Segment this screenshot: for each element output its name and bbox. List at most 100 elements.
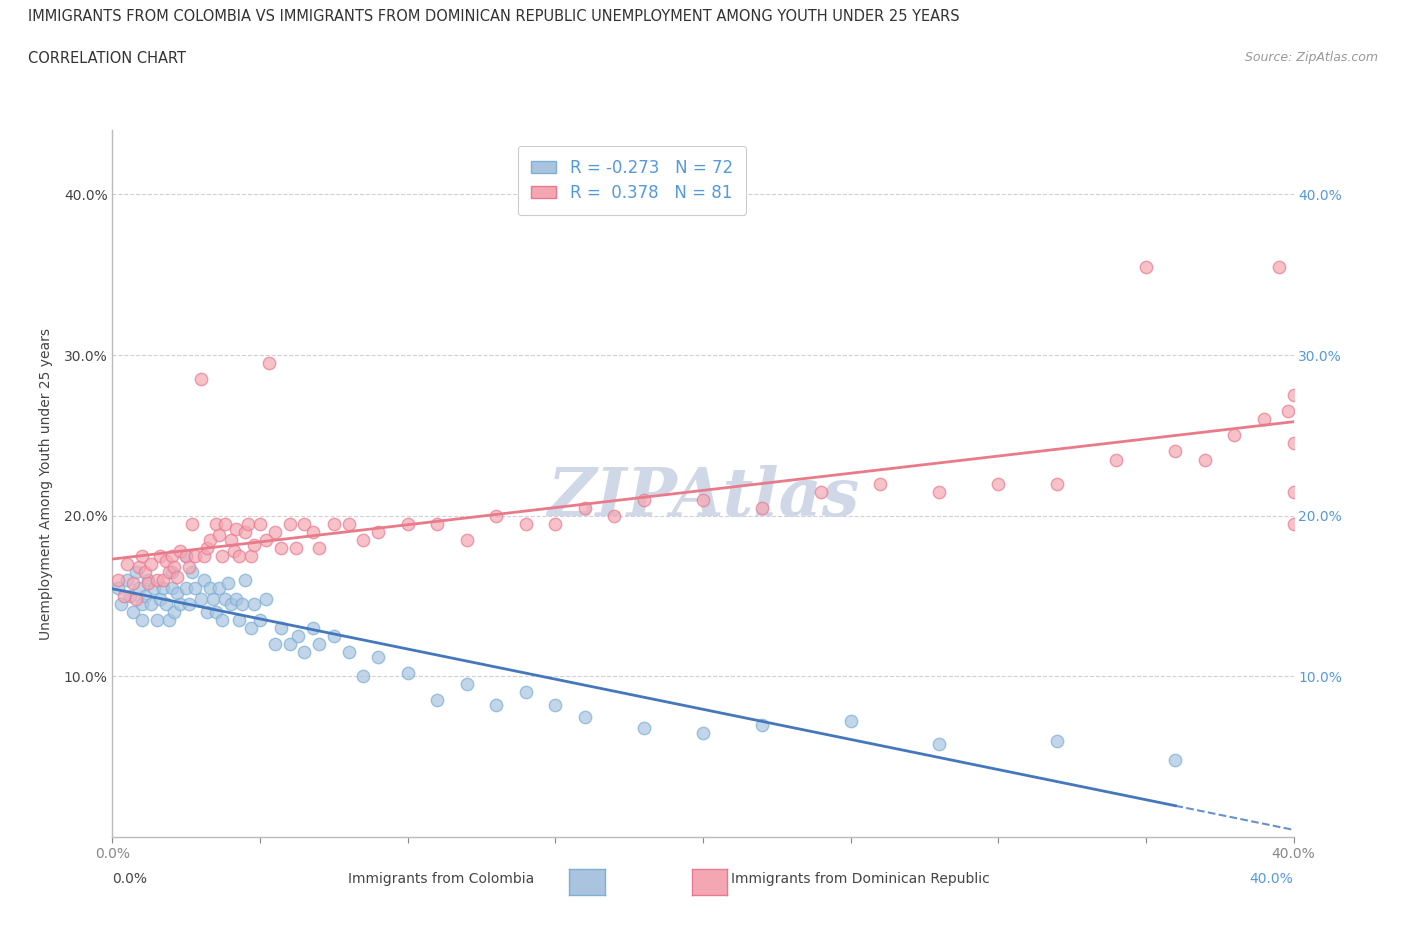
Point	[174, 549, 197, 564]
Point	[146, 573, 169, 588]
Point	[249, 613, 271, 628]
Point	[278, 637, 301, 652]
Text: IMMIGRANTS FROM COLOMBIA VS IMMIGRANTS FROM DOMINICAN REPUBLIC UNEMPLOYMENT AMON: IMMIGRANTS FROM COLOMBIA VS IMMIGRANTS F…	[28, 9, 960, 24]
Point	[1046, 476, 1069, 491]
Point	[163, 560, 186, 575]
Point	[633, 721, 655, 736]
Point	[217, 576, 239, 591]
Point	[987, 476, 1010, 491]
Y-axis label: Unemployment Among Youth under 25 years: Unemployment Among Youth under 25 years	[38, 327, 52, 640]
Point	[134, 565, 156, 579]
Point	[1282, 516, 1305, 531]
Point	[205, 604, 228, 619]
Point	[136, 576, 159, 591]
Point	[302, 620, 325, 635]
Point	[120, 589, 142, 604]
Point	[292, 644, 315, 659]
Point	[195, 540, 218, 555]
Point	[181, 516, 204, 531]
Point	[337, 516, 360, 531]
Point	[257, 355, 280, 370]
Point	[128, 560, 150, 575]
Point	[134, 589, 156, 604]
Point	[1164, 444, 1187, 458]
Point	[633, 492, 655, 507]
Point	[810, 485, 832, 499]
Point	[1105, 452, 1128, 467]
Point	[264, 637, 287, 652]
Point	[198, 532, 221, 547]
Point	[125, 591, 148, 606]
Point	[544, 516, 567, 531]
Point	[1194, 452, 1216, 467]
Point	[396, 516, 419, 531]
Point	[323, 516, 346, 531]
Point	[201, 591, 224, 606]
Point	[308, 540, 330, 555]
Point	[233, 525, 256, 539]
Point	[928, 485, 950, 499]
Point	[131, 613, 153, 628]
Point	[214, 591, 236, 606]
Point	[515, 516, 537, 531]
Point	[254, 532, 277, 547]
Point	[160, 549, 183, 564]
Point	[136, 573, 159, 588]
Point	[122, 604, 145, 619]
Point	[128, 580, 150, 595]
Point	[131, 597, 153, 612]
Point	[214, 516, 236, 531]
Point	[352, 669, 374, 684]
Point	[292, 516, 315, 531]
Point	[219, 532, 242, 547]
Point	[181, 565, 204, 579]
Point	[190, 372, 212, 387]
Point	[396, 666, 419, 681]
Point	[574, 709, 596, 724]
Point	[184, 549, 207, 564]
Point	[485, 698, 508, 712]
Point	[270, 540, 292, 555]
Point	[1164, 752, 1187, 767]
Point	[1277, 404, 1299, 418]
Point	[1135, 259, 1157, 274]
Legend: R = -0.273   N = 72, R =  0.378   N = 81: R = -0.273 N = 72, R = 0.378 N = 81	[517, 146, 747, 215]
Point	[278, 516, 301, 531]
Point	[198, 580, 221, 595]
Point	[240, 620, 263, 635]
Point	[222, 544, 245, 559]
Point	[603, 509, 626, 524]
Point	[131, 549, 153, 564]
Point	[155, 597, 177, 612]
Point	[152, 573, 174, 588]
Point	[184, 580, 207, 595]
Point	[169, 544, 191, 559]
Point	[166, 569, 188, 584]
Point	[692, 725, 714, 740]
Point	[233, 573, 256, 588]
Point	[302, 525, 325, 539]
Point	[839, 714, 862, 729]
Point	[367, 650, 389, 665]
Point	[231, 597, 253, 612]
Point	[264, 525, 287, 539]
Point	[163, 604, 186, 619]
Point	[117, 556, 138, 571]
Point	[211, 549, 233, 564]
Text: 0.0%: 0.0%	[112, 871, 148, 886]
Point	[515, 685, 537, 700]
Point	[179, 597, 201, 612]
Point	[456, 532, 478, 547]
Point	[243, 538, 266, 552]
Point	[112, 589, 135, 604]
Point	[205, 516, 228, 531]
Point	[692, 492, 714, 507]
Point	[284, 540, 307, 555]
Point	[107, 573, 129, 588]
Point	[166, 585, 188, 600]
Point	[352, 532, 374, 547]
Point	[1046, 733, 1069, 748]
Point	[574, 500, 596, 515]
Point	[157, 565, 180, 579]
Point	[928, 737, 950, 751]
